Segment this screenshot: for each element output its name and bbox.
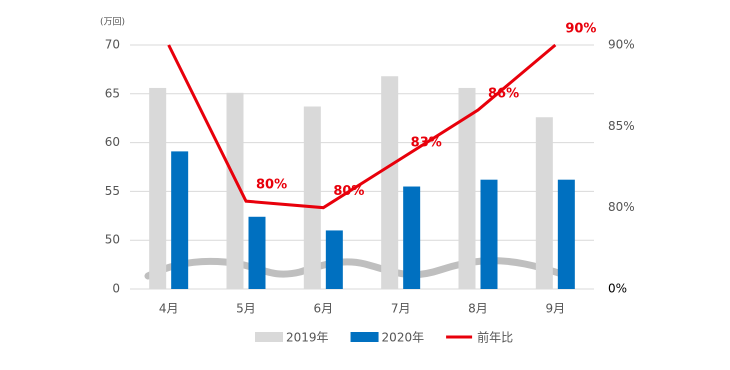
data-label: 80% [333, 184, 364, 199]
y2-tick-label: 0% [608, 282, 627, 296]
y2-tick-label: 80% [608, 200, 635, 214]
bar [171, 151, 189, 289]
x-tick-label: 4月 [159, 302, 179, 316]
bar [149, 87, 167, 289]
data-label: 80% [256, 178, 287, 193]
bar [403, 186, 421, 289]
line [167, 43, 557, 210]
legend-label: 2019年 [286, 331, 329, 345]
x-tick-label: 9月 [546, 302, 566, 316]
bar [535, 117, 553, 289]
legend-swatch [255, 332, 283, 342]
bar [325, 230, 343, 289]
bar [248, 216, 266, 289]
legend-label: 前年比 [477, 330, 513, 345]
x-tick-label: 7月 [391, 302, 411, 316]
y-tick-label: 65 [105, 86, 120, 100]
y2-tick-label: 90% [608, 38, 635, 52]
y-tick-label: 60 [105, 135, 120, 149]
data-label: 86% [488, 87, 519, 102]
bar [381, 76, 399, 290]
data-label: 83% [411, 135, 442, 150]
data-label: 90% [565, 22, 596, 37]
x-tick-label: 6月 [314, 302, 334, 316]
x-tick-label: 5月 [236, 302, 256, 316]
y-tick-label: 70 [105, 38, 120, 52]
legend-label: 2020年 [382, 331, 425, 345]
y-tick-label: 55 [105, 184, 120, 198]
bar [480, 179, 498, 289]
y-unit: (万回) [100, 17, 125, 28]
axis-break [144, 257, 572, 280]
legend-swatch [350, 332, 379, 342]
y2-tick-label: 85% [608, 119, 635, 133]
y-tick-label: 50 [105, 233, 120, 247]
bar [226, 92, 244, 289]
bar [557, 179, 575, 289]
bar [458, 87, 476, 289]
y-tick-label: 0 [112, 282, 120, 296]
x-tick-label: 8月 [468, 302, 488, 316]
bar [303, 106, 321, 289]
